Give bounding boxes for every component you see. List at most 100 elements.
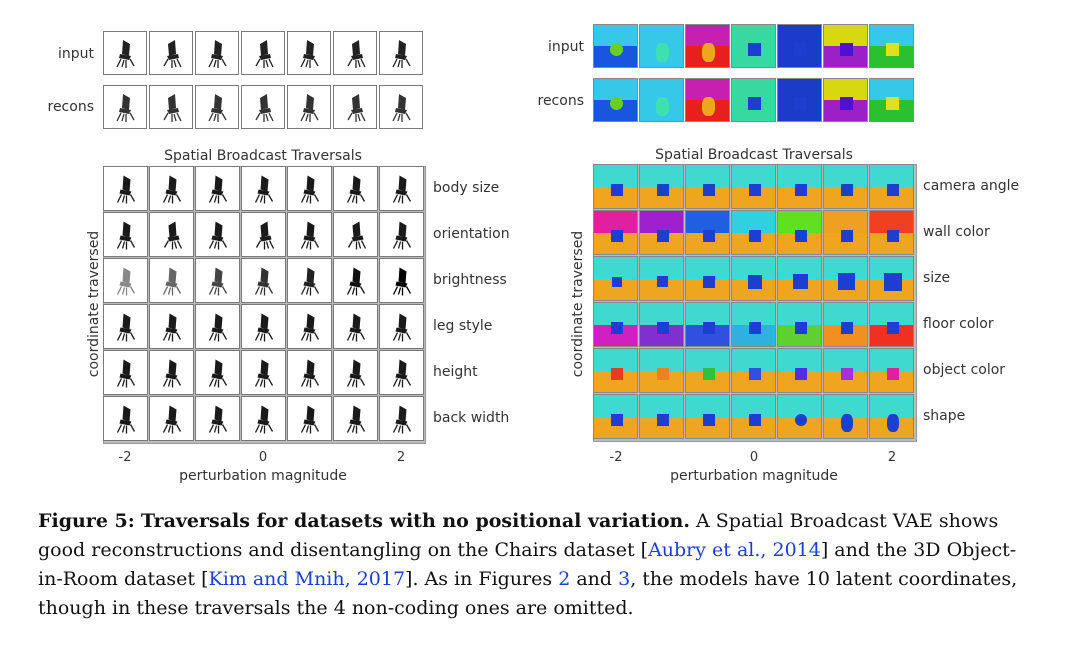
- chair-thumbnail: [287, 212, 332, 257]
- room-thumbnail: [685, 394, 730, 439]
- chairs-traversal-label: orientation: [433, 226, 510, 242]
- room-thumbnail: [869, 210, 914, 255]
- room-thumbnail: [593, 24, 638, 68]
- room-thumbnail: [823, 210, 868, 255]
- chair-thumbnail: [287, 31, 331, 75]
- chair-thumbnail: [333, 350, 378, 395]
- chair-thumbnail: [195, 31, 239, 75]
- chair-thumbnail: [195, 85, 239, 129]
- room-thumbnail: [685, 302, 730, 347]
- chair-thumbnail: [195, 396, 240, 441]
- rooms-traversal-label: wall color: [923, 224, 990, 240]
- chairs-traversal-label: body size: [433, 180, 500, 196]
- caption-text: ] and the 3D Object-in-Room dataset [: [38, 539, 1017, 590]
- caption-text: A Spatial Broadcast VAE shows good recon…: [38, 510, 999, 561]
- chair-thumbnail: [333, 85, 377, 129]
- chairs-y-axis-label: coordinate traversed: [86, 230, 102, 378]
- room-thumbnail: [823, 302, 868, 347]
- chair-thumbnail: [379, 396, 424, 441]
- room-thumbnail: [593, 164, 638, 209]
- chair-thumbnail: [333, 212, 378, 257]
- chair-thumbnail: [333, 258, 378, 303]
- rooms-traversal-label: object color: [923, 362, 1006, 378]
- room-thumbnail: [593, 78, 638, 122]
- chair-thumbnail: [103, 212, 148, 257]
- room-thumbnail: [639, 256, 684, 301]
- room-thumbnail: [639, 348, 684, 393]
- caption-text: ]. As in Figures: [405, 568, 559, 590]
- chair-thumbnail: [103, 396, 148, 441]
- room-thumbnail: [685, 256, 730, 301]
- room-thumbnail: [639, 210, 684, 255]
- chair-thumbnail: [379, 212, 424, 257]
- room-thumbnail: [731, 78, 776, 122]
- room-thumbnail: [593, 348, 638, 393]
- room-thumbnail: [685, 348, 730, 393]
- rooms-x-tick: -2: [609, 450, 623, 465]
- room-thumbnail: [869, 394, 914, 439]
- chair-thumbnail: [241, 258, 286, 303]
- chair-thumbnail: [333, 31, 377, 75]
- room-thumbnail: [869, 24, 914, 68]
- citation-link[interactable]: Aubry et al., 2014: [648, 539, 821, 561]
- rooms-x-tick: 2: [887, 450, 897, 465]
- chair-thumbnail: [333, 166, 378, 211]
- room-thumbnail: [823, 24, 868, 68]
- room-thumbnail: [823, 394, 868, 439]
- chair-thumbnail: [287, 396, 332, 441]
- chair-thumbnail: [103, 258, 148, 303]
- chair-thumbnail: [103, 85, 147, 129]
- chair-thumbnail: [103, 304, 148, 349]
- chairs-traversal-label: height: [433, 364, 478, 380]
- chair-thumbnail: [379, 166, 424, 211]
- room-thumbnail: [777, 164, 822, 209]
- room-thumbnail: [869, 78, 914, 122]
- room-thumbnail: [731, 348, 776, 393]
- chairs-x-tick: 2: [396, 450, 406, 465]
- chairs-x-tick: 0: [258, 450, 268, 465]
- rooms-y-axis-label: coordinate traversed: [570, 230, 586, 378]
- room-thumbnail: [823, 164, 868, 209]
- chair-thumbnail: [379, 350, 424, 395]
- room-thumbnail: [777, 348, 822, 393]
- figure-ref-link[interactable]: 2: [558, 568, 571, 590]
- chair-thumbnail: [149, 31, 193, 75]
- rooms-traversal-label: shape: [923, 408, 966, 424]
- room-thumbnail: [777, 210, 822, 255]
- room-thumbnail: [731, 302, 776, 347]
- room-thumbnail: [777, 78, 822, 122]
- rooms-recons-label: recons: [537, 93, 585, 109]
- caption-text: , the models have 10 latent coordinates,…: [38, 568, 1018, 619]
- chair-thumbnail: [241, 166, 286, 211]
- room-thumbnail: [731, 394, 776, 439]
- chair-thumbnail: [241, 31, 285, 75]
- room-thumbnail: [869, 256, 914, 301]
- figure-caption: Figure 5: Traversals for datasets with n…: [38, 507, 1040, 623]
- chair-thumbnail: [241, 396, 286, 441]
- citation-link[interactable]: Kim and Mnih, 2017: [208, 568, 406, 590]
- room-thumbnail: [777, 302, 822, 347]
- room-thumbnail: [869, 164, 914, 209]
- room-thumbnail: [593, 302, 638, 347]
- room-thumbnail: [731, 210, 776, 255]
- chairs-x-axis-label: perturbation magnitude: [179, 468, 347, 484]
- chair-thumbnail: [379, 258, 424, 303]
- room-thumbnail: [639, 302, 684, 347]
- room-thumbnail: [731, 256, 776, 301]
- room-thumbnail: [685, 78, 730, 122]
- room-thumbnail: [869, 348, 914, 393]
- chair-thumbnail: [241, 212, 286, 257]
- chair-thumbnail: [241, 350, 286, 395]
- chair-thumbnail: [103, 31, 147, 75]
- chair-thumbnail: [195, 304, 240, 349]
- figure-ref-link[interactable]: 3: [618, 568, 631, 590]
- room-thumbnail: [731, 24, 776, 68]
- room-thumbnail: [823, 256, 868, 301]
- room-thumbnail: [593, 394, 638, 439]
- chairs-traversal-label: leg style: [433, 318, 493, 334]
- rooms-traversal-title: Spatial Broadcast Traversals: [655, 147, 853, 163]
- chair-thumbnail: [241, 85, 285, 129]
- chairs-x-tick: -2: [118, 450, 132, 465]
- rooms-x-axis-label: perturbation magnitude: [670, 468, 838, 484]
- room-thumbnail: [777, 24, 822, 68]
